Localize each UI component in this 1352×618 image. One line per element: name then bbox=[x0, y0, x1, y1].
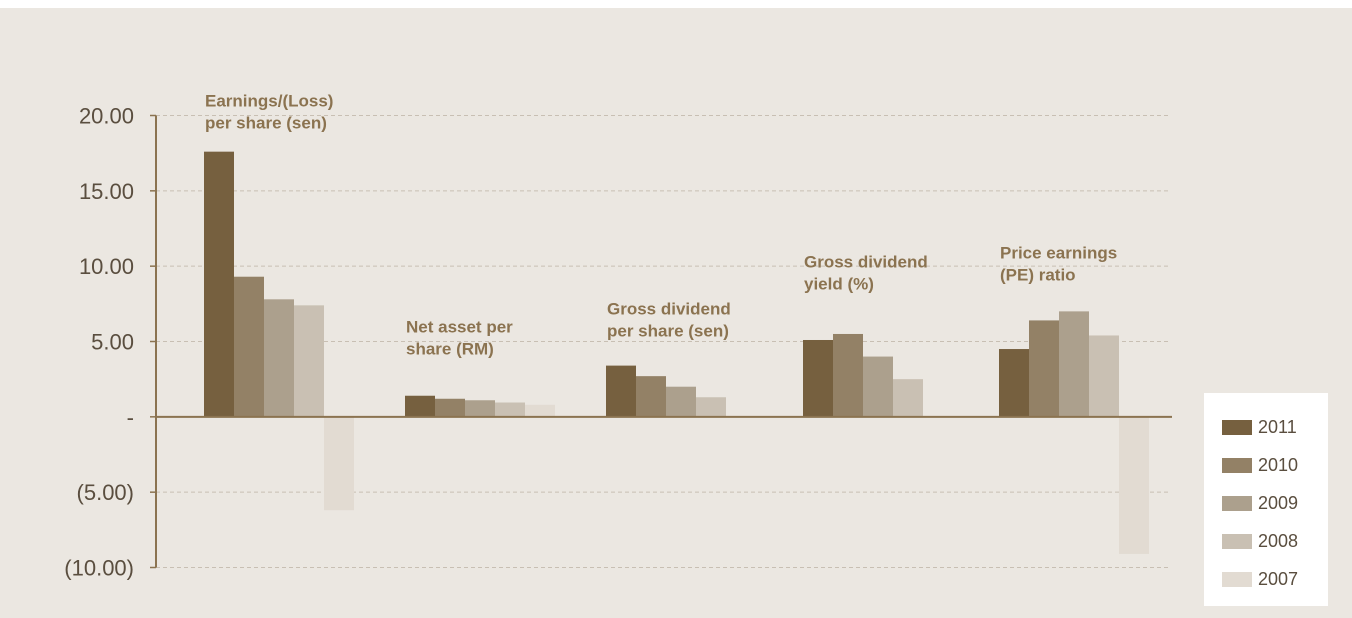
bar-2007-cat0 bbox=[324, 416, 354, 511]
bar-2008-cat2 bbox=[696, 397, 726, 417]
legend-swatch bbox=[1222, 533, 1252, 549]
legend-swatch bbox=[1222, 571, 1252, 587]
legend-item-2010: 2010 bbox=[1222, 455, 1298, 475]
legend-swatch bbox=[1222, 419, 1252, 435]
legend-swatch bbox=[1222, 495, 1252, 511]
legend-item-2008: 2008 bbox=[1222, 531, 1298, 551]
bar-2008-cat1 bbox=[495, 402, 525, 417]
category-label: Net asset per bbox=[406, 317, 513, 336]
category-label: Gross dividend bbox=[804, 253, 928, 272]
category-label: per share (sen) bbox=[205, 113, 327, 132]
y-tick-label: (5.00) bbox=[77, 480, 134, 505]
legend-swatch bbox=[1222, 457, 1252, 473]
legend-label: 2007 bbox=[1258, 568, 1299, 589]
category-label: Gross dividend bbox=[607, 299, 731, 318]
legend: 2011 2010 2009 2008 2007 bbox=[1204, 393, 1328, 606]
bar-2011-cat3 bbox=[803, 339, 833, 417]
bar-2010-cat1 bbox=[435, 398, 465, 417]
bar-2009-cat2 bbox=[666, 386, 696, 417]
bar-2008-cat3 bbox=[893, 379, 923, 417]
legend-label: 2008 bbox=[1258, 530, 1299, 551]
legend-label: 2011 bbox=[1258, 416, 1297, 437]
bar-2007-cat1 bbox=[525, 404, 555, 417]
bar-2009-cat3 bbox=[863, 356, 893, 417]
bar-2010-cat3 bbox=[833, 333, 863, 417]
category-label: yield (%) bbox=[804, 275, 874, 294]
bar-2011-cat0 bbox=[204, 151, 234, 417]
category-label: Earnings/(Loss) bbox=[205, 91, 333, 110]
chart-panel: 20.00 15.00 10.00 5.00 - (5.00) (10.00) Earning… bbox=[0, 8, 1352, 618]
bar-2007-cat4 bbox=[1119, 416, 1149, 554]
bar-2010-cat4 bbox=[1029, 320, 1059, 417]
legend-label: 2010 bbox=[1258, 454, 1299, 475]
bar-2010-cat2 bbox=[636, 376, 666, 417]
y-tick-label: 20.00 bbox=[79, 104, 134, 129]
legend-item-2007: 2007 bbox=[1222, 569, 1298, 589]
y-tick-label: 15.00 bbox=[79, 179, 134, 204]
category-label: (PE) ratio bbox=[1000, 266, 1076, 285]
category-label: per share (sen) bbox=[607, 321, 729, 340]
bar-chart: 20.00 15.00 10.00 5.00 - (5.00) (10.00) Earning… bbox=[64, 91, 1172, 581]
bar-2011-cat2 bbox=[606, 365, 636, 417]
bar-2011-cat1 bbox=[405, 395, 435, 417]
bar-2011-cat4 bbox=[999, 349, 1029, 417]
legend-item-2011: 2011 bbox=[1222, 417, 1297, 437]
category-label: share (RM) bbox=[406, 339, 494, 358]
y-tick-label: 10.00 bbox=[79, 254, 134, 279]
bar-2009-cat1 bbox=[465, 400, 495, 417]
y-tick-label: 5.00 bbox=[91, 330, 134, 355]
bar-2008-cat4 bbox=[1089, 335, 1119, 417]
bar-2010-cat0 bbox=[234, 276, 264, 417]
y-tick-label: - bbox=[127, 405, 134, 430]
legend-item-2009: 2009 bbox=[1222, 493, 1298, 513]
bar-2008-cat0 bbox=[294, 305, 324, 417]
category-label: Price earnings bbox=[1000, 244, 1117, 263]
bar-2009-cat0 bbox=[264, 299, 294, 417]
y-tick-label: (10.00) bbox=[64, 556, 134, 581]
bar-2009-cat4 bbox=[1059, 311, 1089, 417]
legend-label: 2009 bbox=[1258, 492, 1299, 513]
